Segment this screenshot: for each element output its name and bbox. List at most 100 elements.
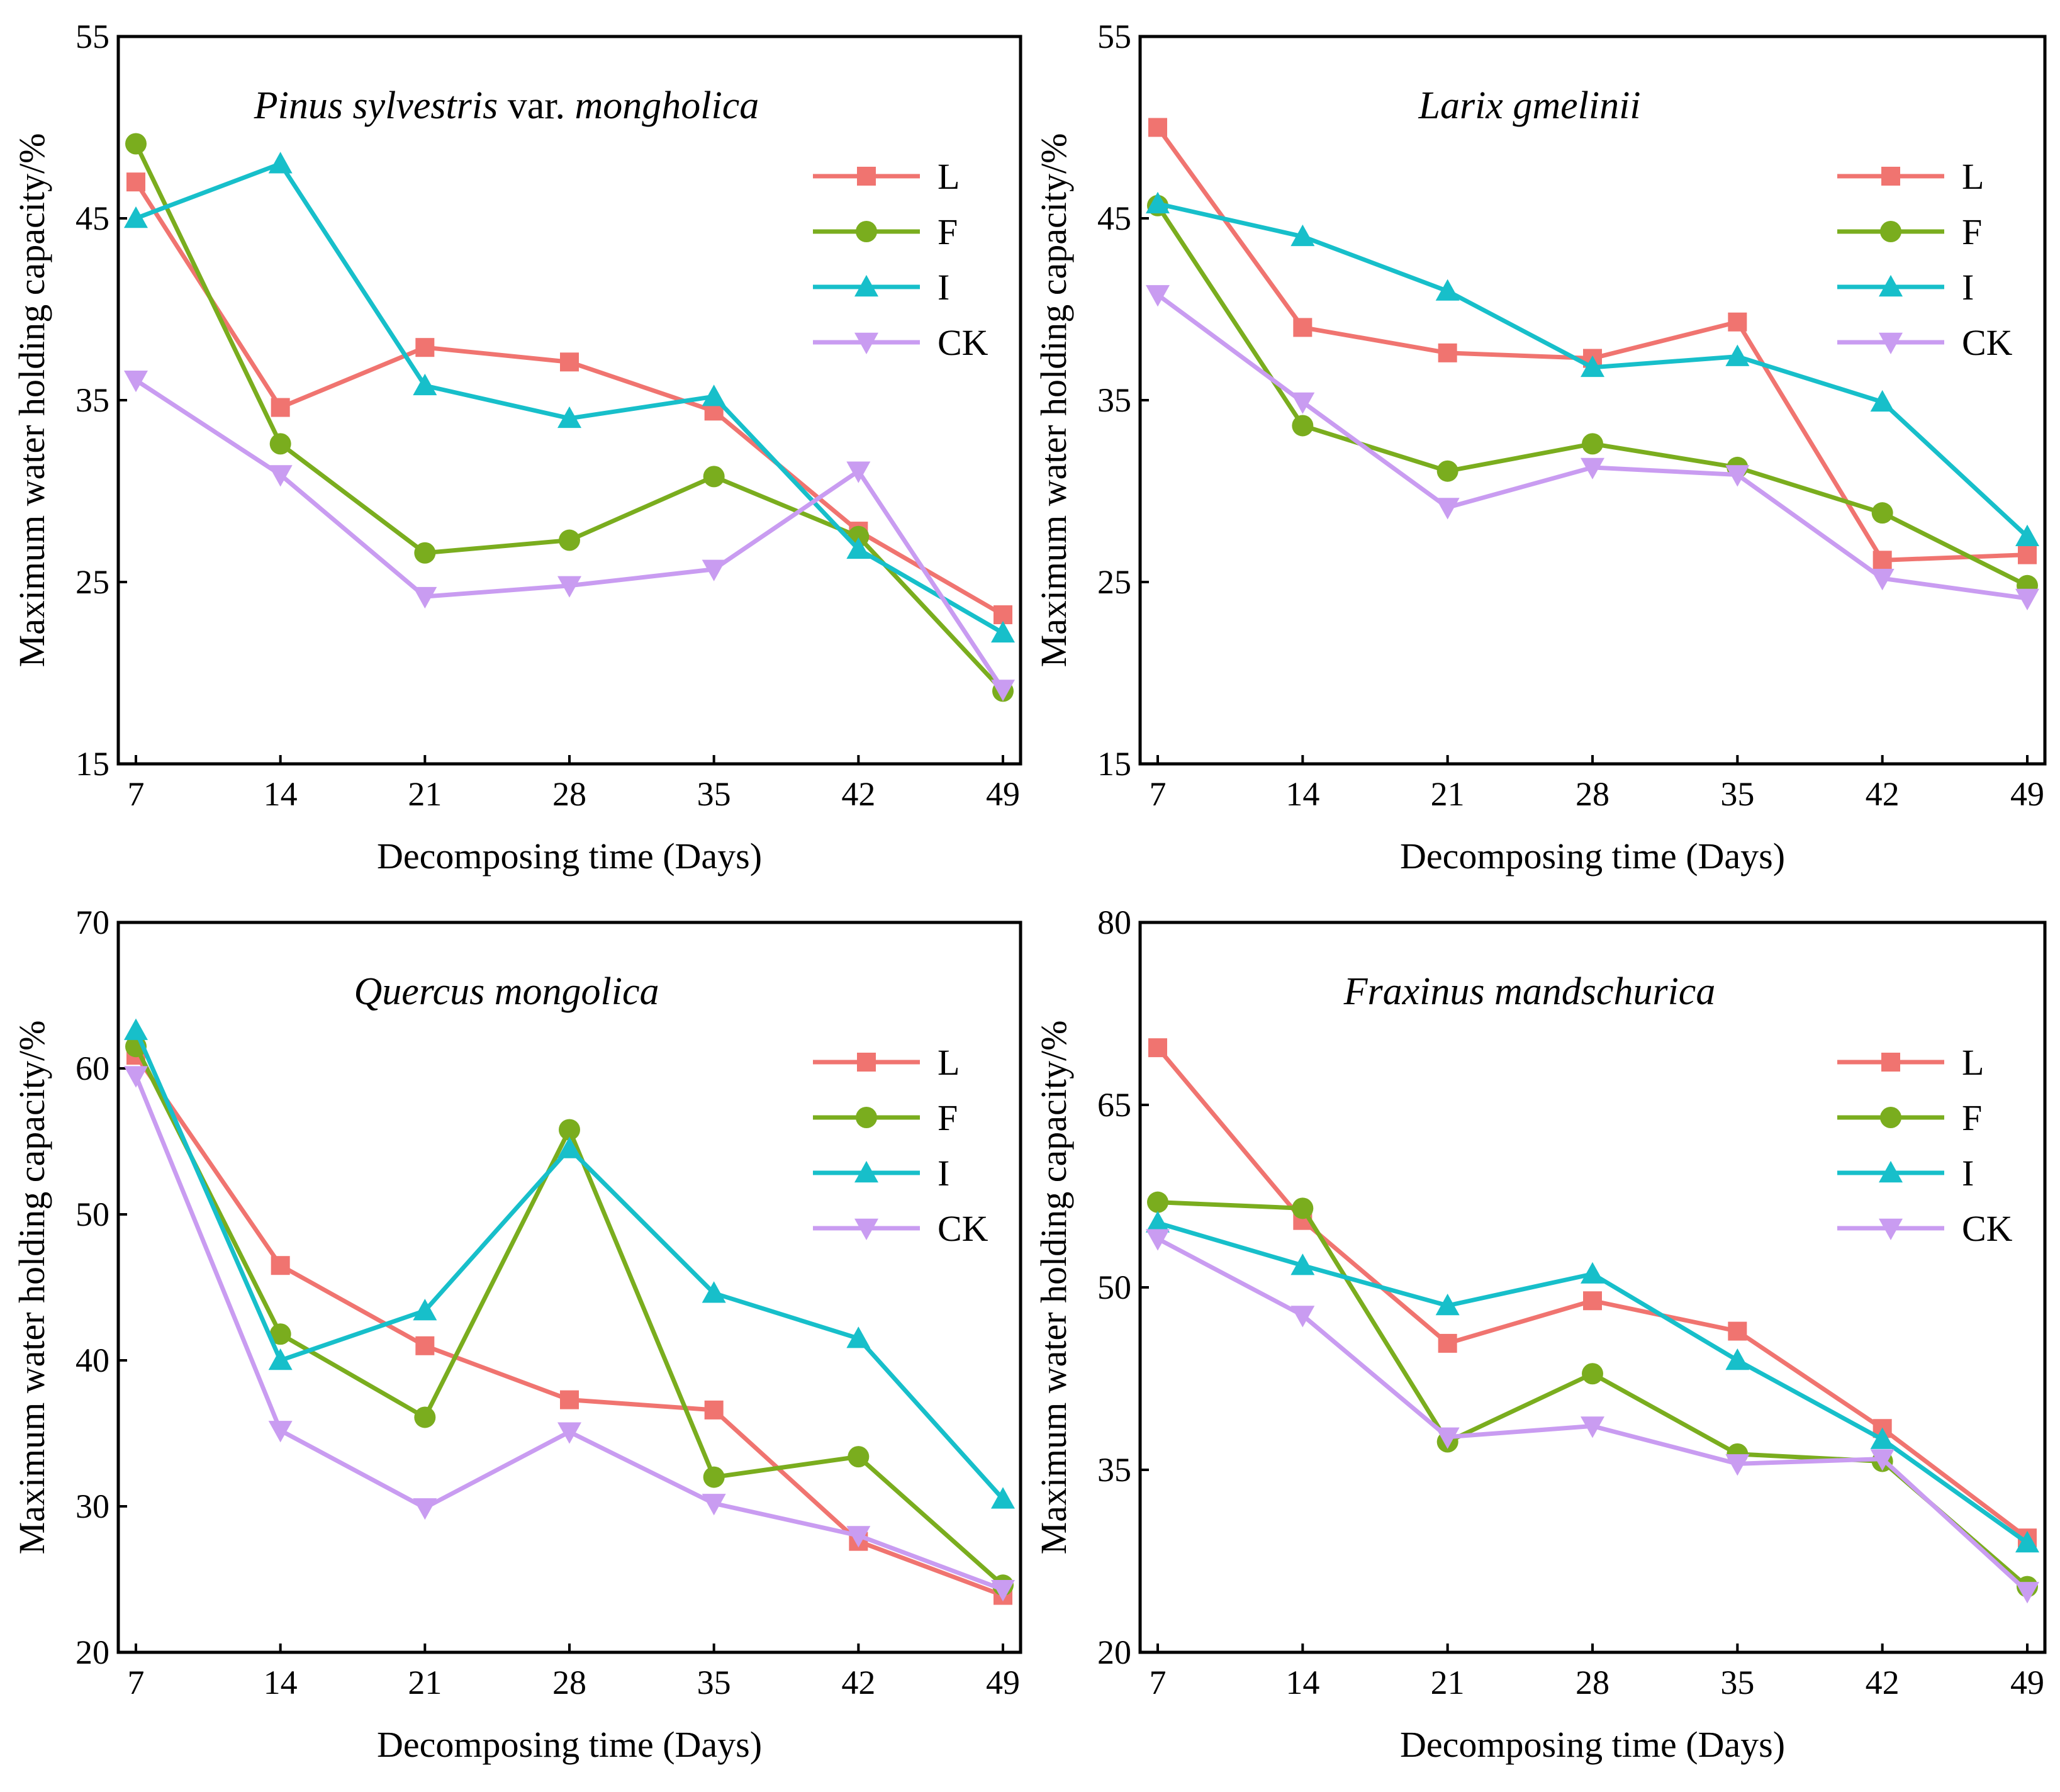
data-point xyxy=(269,1323,291,1345)
series-CK xyxy=(124,371,1015,702)
data-point xyxy=(846,537,871,559)
legend-item-I: I xyxy=(813,1153,949,1194)
data-point xyxy=(1436,460,1458,482)
data-point xyxy=(1725,344,1750,366)
legend-label: I xyxy=(1962,267,1974,308)
data-point xyxy=(1435,1294,1460,1316)
legend-label: F xyxy=(1962,1097,1982,1138)
data-point xyxy=(2015,1582,2039,1604)
data-point xyxy=(1290,1306,1315,1328)
legend-label: L xyxy=(938,156,960,197)
data-point xyxy=(1725,465,1750,487)
legend-label: L xyxy=(938,1042,960,1083)
legend-item-F: F xyxy=(1837,1097,1982,1138)
series-I xyxy=(124,152,1015,643)
legend-item-I: I xyxy=(1837,1153,1974,1194)
x-tick-label: 42 xyxy=(1866,775,1900,813)
x-tick-label: 42 xyxy=(841,775,875,813)
legend-marker xyxy=(856,1107,877,1128)
series-I xyxy=(1146,1211,2039,1553)
legend-item-F: F xyxy=(813,1097,958,1138)
y-tick-label: 55 xyxy=(1097,18,1131,55)
series-L xyxy=(1148,1038,2037,1548)
legend-marker xyxy=(1879,332,1903,354)
x-tick-label: 28 xyxy=(1576,1664,1609,1701)
x-tick-label: 21 xyxy=(1431,775,1465,813)
data-point xyxy=(1870,569,1895,591)
data-point xyxy=(1435,1427,1460,1449)
data-point xyxy=(702,1281,726,1303)
y-tick-label: 25 xyxy=(76,563,109,601)
data-point xyxy=(1146,191,1170,214)
data-point xyxy=(268,465,293,487)
legend: LFI CK xyxy=(1837,1042,2013,1249)
y-axis-title: Maximum water holding capacity/% xyxy=(11,133,52,668)
data-point xyxy=(413,586,437,609)
legend-label: CK xyxy=(938,322,988,363)
series-line xyxy=(1156,204,2029,588)
data-point xyxy=(991,1487,1015,1509)
panel-title-part: Larix gmelinii xyxy=(1418,84,1640,127)
data-point xyxy=(1582,433,1603,455)
x-tick-label: 14 xyxy=(264,775,298,813)
data-point xyxy=(1582,1363,1603,1385)
data-point xyxy=(1583,1291,1602,1311)
data-point xyxy=(124,371,148,393)
x-tick-label: 14 xyxy=(264,1664,298,1701)
plot-frame xyxy=(1138,921,2047,1654)
data-point xyxy=(1146,1229,1170,1251)
y-tick-label: 30 xyxy=(76,1487,109,1525)
data-point xyxy=(413,1498,437,1520)
legend-marker xyxy=(854,1218,878,1240)
data-point xyxy=(268,1348,293,1370)
x-tick-label: 28 xyxy=(552,775,586,813)
y-tick-label: 35 xyxy=(76,381,109,419)
data-point xyxy=(414,542,436,564)
legend-marker xyxy=(854,1161,878,1183)
x-axis-title: Decomposing time (Days) xyxy=(1400,1724,1785,1765)
data-point xyxy=(1290,1253,1315,1275)
data-point xyxy=(2015,588,2039,611)
series-F xyxy=(1147,194,2038,596)
y-tick-label: 45 xyxy=(1097,199,1131,237)
y-tick-label: 15 xyxy=(1097,745,1131,783)
legend-item-CK: CK xyxy=(1837,1208,2013,1249)
data-point xyxy=(1146,285,1170,307)
data-point xyxy=(702,559,726,581)
data-point xyxy=(1148,1038,1167,1058)
plot-frame xyxy=(116,921,1022,1654)
data-point xyxy=(559,529,580,551)
data-point xyxy=(414,1406,436,1428)
x-tick-label: 49 xyxy=(986,1664,1020,1701)
data-point xyxy=(1435,498,1460,520)
y-tick-label: 45 xyxy=(76,199,109,237)
data-point xyxy=(991,620,1015,643)
series-CK xyxy=(1146,285,2039,611)
x-tick-label: 21 xyxy=(408,775,442,813)
panel-title-part: Fraxinus mandschurica xyxy=(1343,970,1716,1013)
y-axis-title: Maximum water holding capacity/% xyxy=(1033,133,1074,668)
y-tick-label: 55 xyxy=(76,18,109,55)
data-point xyxy=(846,1326,871,1348)
legend-item-I: I xyxy=(1837,267,1974,308)
legend-item-L: L xyxy=(1837,156,1984,197)
data-point xyxy=(703,466,725,488)
data-point xyxy=(124,1066,148,1088)
x-tick-label: 21 xyxy=(1431,1664,1465,1701)
y-tick-label: 35 xyxy=(1097,1451,1131,1489)
legend-marker xyxy=(1879,1161,1903,1183)
data-point xyxy=(126,172,145,192)
legend-marker xyxy=(1881,167,1900,186)
plot-frame xyxy=(1138,35,2047,766)
data-point xyxy=(702,1494,726,1516)
data-point xyxy=(1293,318,1313,337)
y-tick-label: 15 xyxy=(76,745,109,783)
x-tick-label: 35 xyxy=(1720,775,1754,813)
legend-label: I xyxy=(938,1153,949,1194)
y-tick-label: 50 xyxy=(1097,1268,1131,1306)
y-tick-label: 40 xyxy=(76,1341,109,1379)
data-point xyxy=(848,1446,870,1468)
chart-panel-2: 15 25 35 45 55 7 14 21 28 35 42 49 Decomposing time … xyxy=(1033,18,2047,876)
data-point xyxy=(560,352,579,372)
